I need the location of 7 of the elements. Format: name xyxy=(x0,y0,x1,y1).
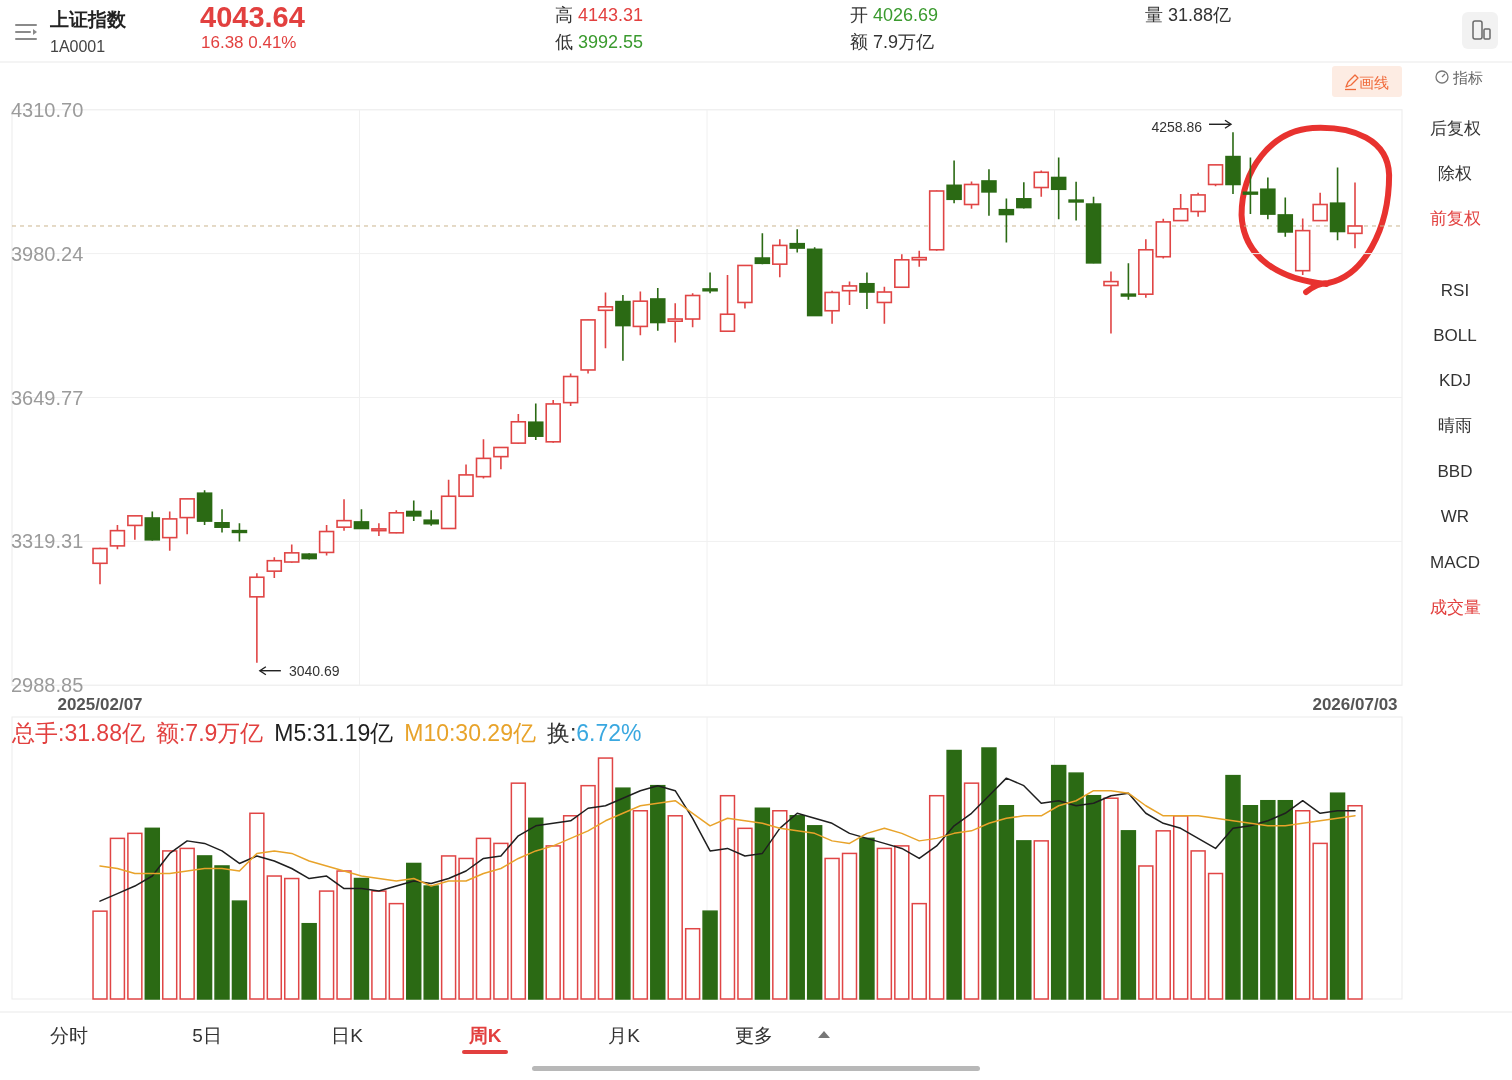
note: 4258.86 xyxy=(1151,119,1202,136)
title: 上证指数 xyxy=(50,9,126,30)
subtitle: 1A0001 xyxy=(50,38,106,55)
note: 3040.69 xyxy=(288,662,340,679)
note: 额:7.9万亿 xyxy=(155,720,264,746)
note: 总手:31.88亿 xyxy=(12,720,145,746)
note: 换:6.72% xyxy=(546,720,642,746)
